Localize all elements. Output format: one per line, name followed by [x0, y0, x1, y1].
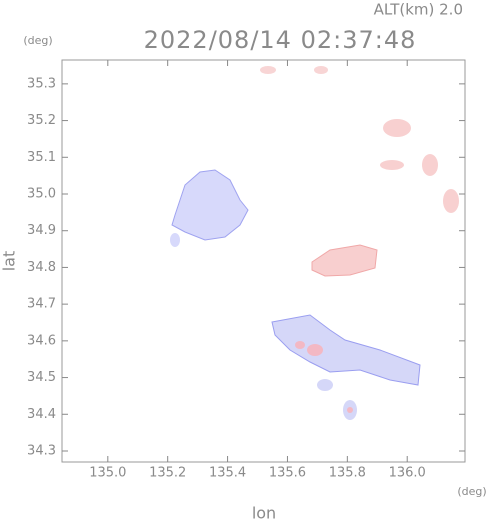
- echo: [347, 407, 353, 413]
- x-axis-label: lon: [252, 504, 276, 521]
- echo: [380, 160, 404, 170]
- y-tick-label: 34.3: [27, 443, 56, 458]
- echo: [422, 154, 438, 176]
- x-tick-label: 135.6: [269, 466, 306, 481]
- y-tick-label: 34.5: [27, 370, 56, 385]
- subtitle: ALT(km) 2.0: [374, 1, 463, 19]
- y-axis-label: lat: [0, 251, 19, 272]
- echo: [311, 244, 378, 277]
- y-tick-label: 35.2: [27, 113, 56, 128]
- echo: [171, 169, 249, 241]
- echo: [317, 379, 333, 391]
- y-tick-label: 34.9: [27, 223, 56, 238]
- y-tick-label: 34.7: [27, 297, 56, 312]
- echo: [314, 66, 328, 74]
- y-tick-label: 34.8: [27, 260, 56, 275]
- echo: [443, 189, 459, 213]
- radar-echoes: [170, 66, 459, 420]
- chart-title: 2022/08/14 02:37:48: [144, 26, 417, 54]
- y-tick-label: 35.0: [27, 187, 56, 202]
- x-unit: (deg): [457, 485, 486, 498]
- x-tick-label: 136.0: [389, 466, 426, 481]
- y-tick-label: 34.6: [27, 333, 56, 348]
- x-tick-label: 135.2: [149, 466, 186, 481]
- echo: [307, 344, 323, 356]
- echo: [295, 341, 305, 349]
- echo: [170, 233, 180, 247]
- echo: [271, 314, 421, 386]
- y-tick-label: 35.3: [27, 76, 56, 91]
- plot-frame: [61, 59, 466, 463]
- x-tick-label: 135.8: [329, 466, 366, 481]
- x-tick-label: 135.0: [89, 466, 126, 481]
- x-tick-label: 135.4: [209, 466, 246, 481]
- y-tick-label: 35.1: [27, 150, 56, 165]
- y-unit: (deg): [23, 34, 52, 47]
- echo: [260, 66, 276, 74]
- echo: [383, 119, 411, 137]
- y-tick-label: 34.4: [27, 407, 56, 422]
